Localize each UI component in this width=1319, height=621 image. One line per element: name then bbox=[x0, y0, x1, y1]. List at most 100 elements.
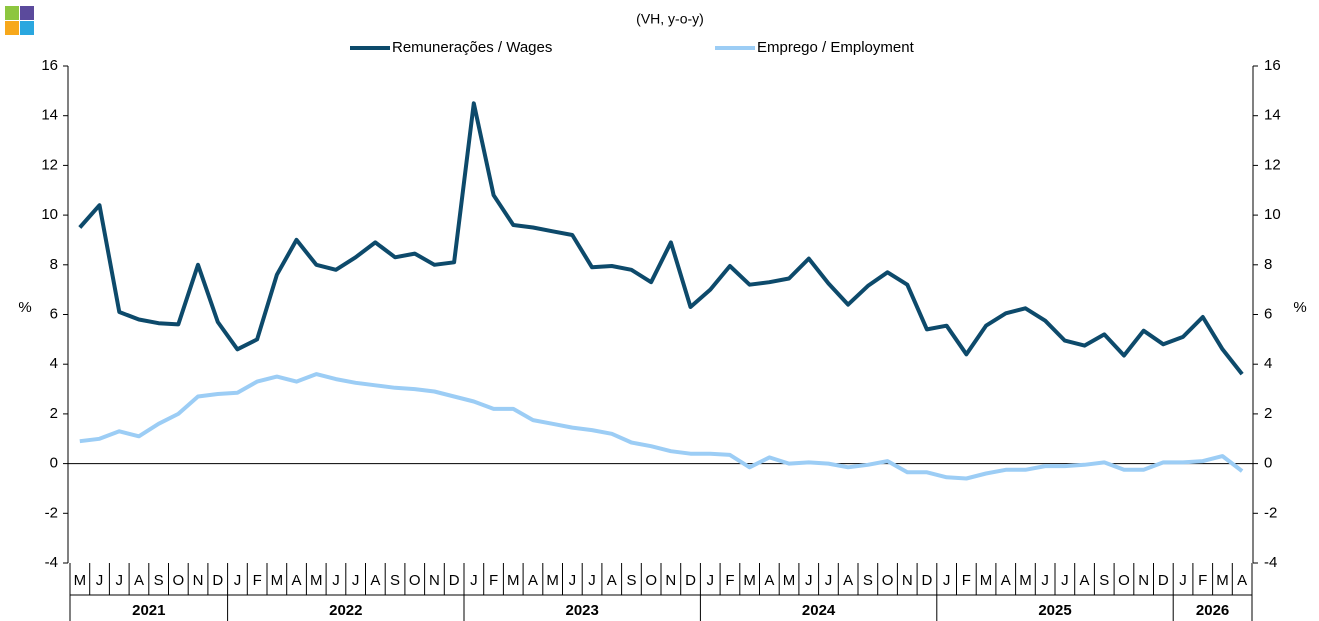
x-tick-label: D bbox=[212, 572, 223, 589]
y-tick-label: 0 bbox=[50, 455, 58, 472]
x-tick-label: M bbox=[1019, 572, 1032, 589]
x-tick-label: N bbox=[1138, 572, 1149, 589]
x-tick-label: M bbox=[546, 572, 559, 589]
y2-tick-label: 8 bbox=[1264, 256, 1272, 273]
x-tick-label: J bbox=[1061, 572, 1069, 589]
x-tick-label: M bbox=[980, 572, 993, 589]
x-tick-label: A bbox=[764, 572, 774, 589]
x-tick-label: A bbox=[292, 572, 302, 589]
x-tick-label: J bbox=[1041, 572, 1049, 589]
x-tick-label: D bbox=[922, 572, 933, 589]
x-tick-label: M bbox=[743, 572, 756, 589]
y-tick-label: 12 bbox=[41, 156, 58, 173]
year-label: 2025 bbox=[1038, 602, 1071, 619]
x-tick-label: J bbox=[116, 572, 124, 589]
x-tick-label: J bbox=[234, 572, 242, 589]
x-tick-label: J bbox=[707, 572, 715, 589]
y2-tick-label: -2 bbox=[1264, 504, 1277, 521]
x-tick-label: J bbox=[352, 572, 360, 589]
x-tick-label: S bbox=[1099, 572, 1109, 589]
x-tick-label: A bbox=[528, 572, 538, 589]
x-tick-label: A bbox=[370, 572, 380, 589]
x-tick-label: J bbox=[588, 572, 596, 589]
y2-axis-label: % bbox=[1293, 299, 1306, 316]
x-tick-label: F bbox=[489, 572, 498, 589]
x-tick-label: M bbox=[271, 572, 284, 589]
x-tick-label: O bbox=[645, 572, 657, 589]
y-tick-label: 6 bbox=[50, 305, 58, 322]
logo bbox=[5, 21, 19, 35]
y2-tick-label: 2 bbox=[1264, 405, 1272, 422]
x-tick-label: J bbox=[1179, 572, 1187, 589]
logo bbox=[20, 6, 34, 20]
x-tick-label: O bbox=[1118, 572, 1130, 589]
y2-tick-label: 4 bbox=[1264, 355, 1272, 372]
x-tick-label: M bbox=[1216, 572, 1229, 589]
x-tick-label: J bbox=[805, 572, 813, 589]
x-tick-label: A bbox=[607, 572, 617, 589]
y2-tick-label: 14 bbox=[1264, 107, 1281, 124]
x-tick-label: S bbox=[863, 572, 873, 589]
x-tick-label: O bbox=[173, 572, 185, 589]
x-tick-label: A bbox=[1001, 572, 1011, 589]
x-tick-label: J bbox=[943, 572, 951, 589]
x-tick-label: O bbox=[409, 572, 421, 589]
x-tick-label: A bbox=[843, 572, 853, 589]
y2-tick-label: 12 bbox=[1264, 156, 1281, 173]
y2-tick-label: 6 bbox=[1264, 305, 1272, 322]
year-label: 2023 bbox=[566, 602, 599, 619]
y-tick-label: 2 bbox=[50, 405, 58, 422]
x-tick-label: J bbox=[825, 572, 833, 589]
x-tick-label: A bbox=[134, 572, 144, 589]
legend-label: Emprego / Employment bbox=[757, 39, 915, 56]
chart-subtitle: (VH, y-o-y) bbox=[636, 11, 704, 27]
x-tick-label: J bbox=[470, 572, 478, 589]
x-tick-label: N bbox=[665, 572, 676, 589]
x-tick-label: F bbox=[1198, 572, 1207, 589]
x-tick-label: D bbox=[449, 572, 460, 589]
year-label: 2024 bbox=[802, 602, 836, 619]
x-tick-label: S bbox=[626, 572, 636, 589]
logo bbox=[5, 6, 19, 20]
y-axis-label: % bbox=[18, 299, 31, 316]
logo bbox=[20, 21, 34, 35]
y2-tick-label: 0 bbox=[1264, 455, 1272, 472]
x-tick-label: N bbox=[429, 572, 440, 589]
x-tick-label: M bbox=[74, 572, 87, 589]
x-tick-label: J bbox=[332, 572, 340, 589]
x-tick-label: S bbox=[390, 572, 400, 589]
y-tick-label: 16 bbox=[41, 57, 58, 74]
y-tick-label: 14 bbox=[41, 107, 58, 124]
x-tick-label: A bbox=[1080, 572, 1090, 589]
x-tick-label: D bbox=[685, 572, 696, 589]
year-label: 2026 bbox=[1196, 602, 1229, 619]
year-label: 2022 bbox=[329, 602, 362, 619]
x-tick-label: F bbox=[253, 572, 262, 589]
x-tick-label: D bbox=[1158, 572, 1169, 589]
x-tick-label: J bbox=[569, 572, 577, 589]
x-tick-label: M bbox=[783, 572, 796, 589]
y2-tick-label: -4 bbox=[1264, 554, 1277, 571]
x-tick-label: N bbox=[193, 572, 204, 589]
x-tick-label: N bbox=[902, 572, 913, 589]
y2-tick-label: 16 bbox=[1264, 57, 1281, 74]
y2-tick-label: 10 bbox=[1264, 206, 1281, 223]
x-tick-label: O bbox=[882, 572, 894, 589]
x-tick-label: F bbox=[962, 572, 971, 589]
y-tick-label: 4 bbox=[50, 355, 58, 372]
series-line bbox=[79, 372, 1244, 481]
x-tick-label: A bbox=[1237, 572, 1247, 589]
y-tick-label: 10 bbox=[41, 206, 58, 223]
x-tick-label: M bbox=[310, 572, 323, 589]
series-line bbox=[78, 101, 1244, 376]
x-tick-label: M bbox=[507, 572, 520, 589]
x-tick-label: S bbox=[154, 572, 164, 589]
y-tick-label: -2 bbox=[45, 504, 58, 521]
year-label: 2021 bbox=[132, 602, 165, 619]
x-tick-label: F bbox=[725, 572, 734, 589]
x-tick-label: J bbox=[96, 572, 104, 589]
y-tick-label: -4 bbox=[45, 554, 58, 571]
legend-label: Remunerações / Wages bbox=[392, 39, 552, 56]
y-tick-label: 8 bbox=[50, 256, 58, 273]
